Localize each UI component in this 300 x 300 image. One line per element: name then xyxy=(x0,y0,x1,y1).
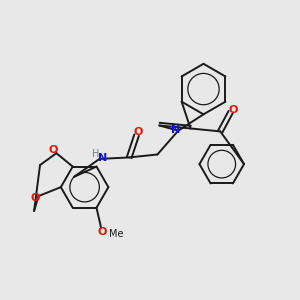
Text: O: O xyxy=(30,194,40,203)
Text: N: N xyxy=(98,153,108,163)
Text: O: O xyxy=(228,105,238,115)
Text: O: O xyxy=(48,145,58,155)
Text: H: H xyxy=(92,149,100,160)
Text: N: N xyxy=(171,125,181,135)
Text: O: O xyxy=(98,227,107,237)
Text: O: O xyxy=(134,127,143,136)
Text: Me: Me xyxy=(109,229,124,238)
